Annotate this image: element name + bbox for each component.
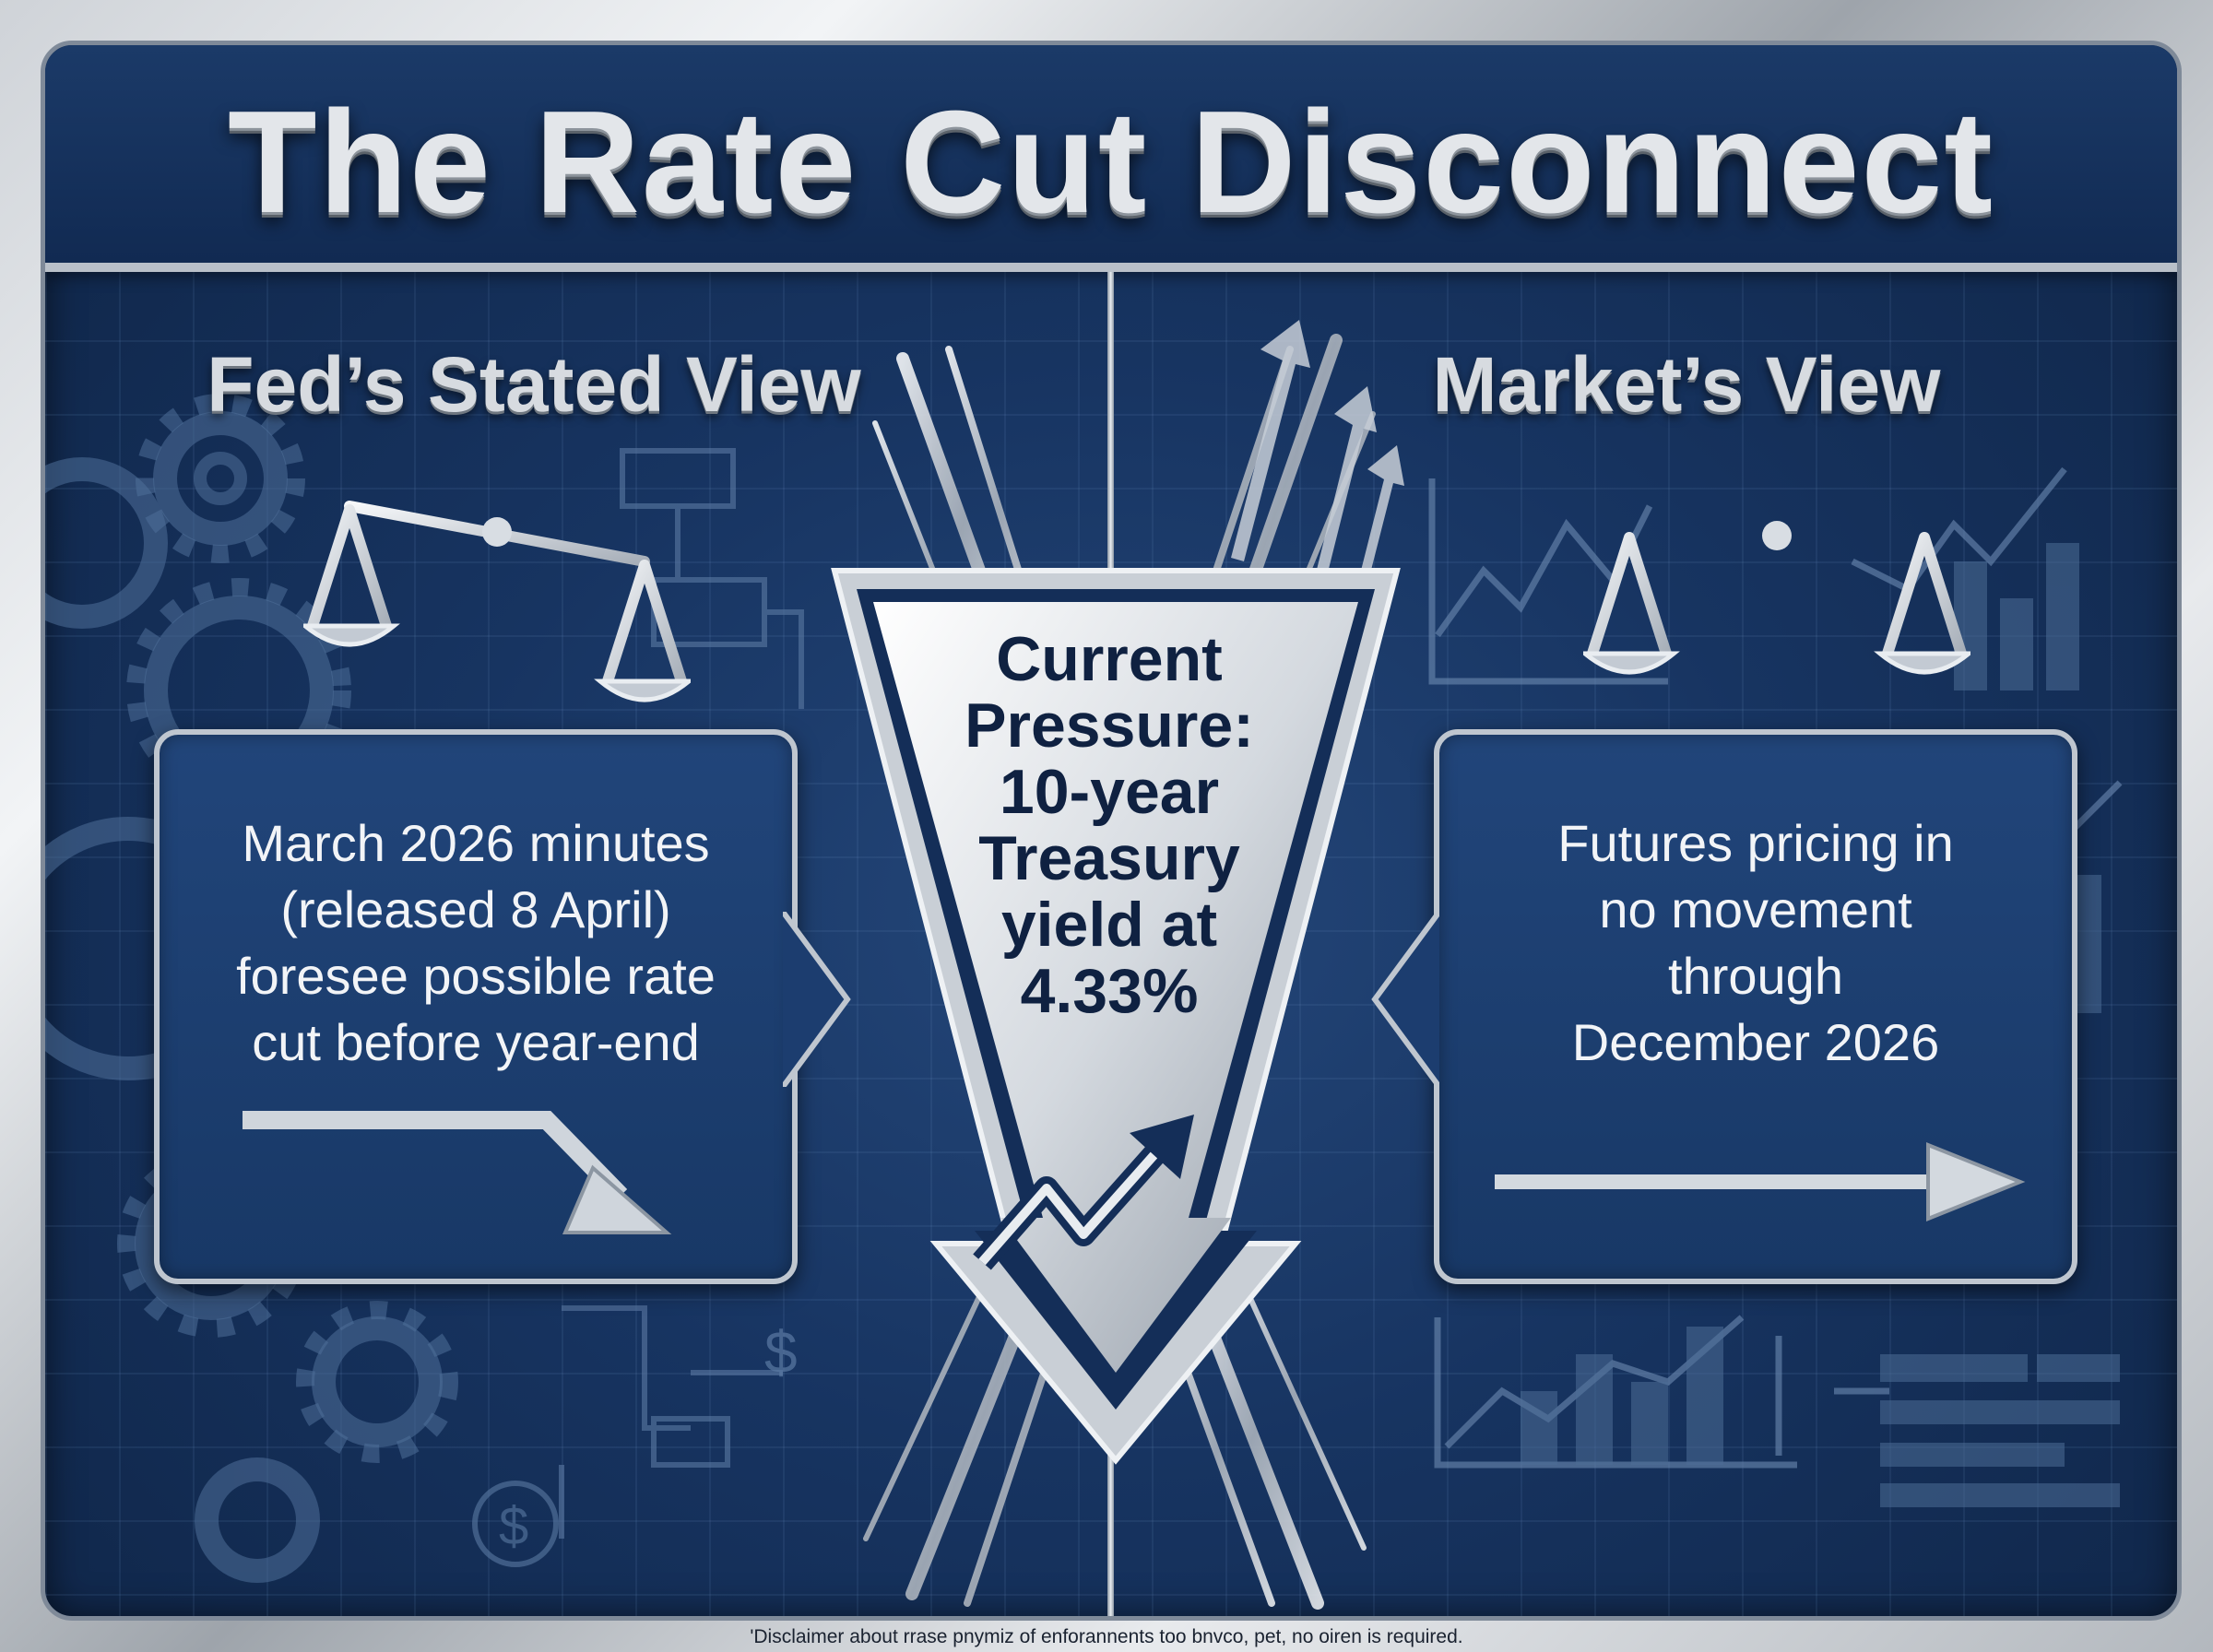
title-bar [45,45,2177,272]
infographic-panel: $ $ [41,41,2182,1621]
left-box-pointer [783,912,851,1087]
market-view-heading: Market’s View [1432,341,1941,428]
disclaimer-text: 'Disclaimer about rrase pnymiz of enfora… [750,1626,1463,1647]
fed-view-box: March 2026 minutes (released 8 April) fo… [154,729,798,1284]
arrow-right-icon [1495,1142,2026,1221]
fed-view-line: (released 8 April) [280,880,671,938]
pressure-line: Pressure: [964,690,1254,761]
market-view-line: December 2026 [1571,1013,1940,1071]
right-box-pointer [1371,912,1439,1087]
fed-view-line: foresee possible rate [236,947,716,1005]
market-view-text: Futures pricing in no movement through D… [1467,810,2044,1076]
fed-view-text: March 2026 minutes (released 8 April) fo… [187,810,764,1076]
market-view-line: Futures pricing in [1557,814,1954,872]
zigzag-up-arrow-icon [973,1115,1194,1270]
fed-view-line: cut before year-end [252,1013,700,1071]
pressure-line: Current [996,624,1223,694]
dollar-icon: $ [472,1481,559,1567]
svg-text:$: $ [499,1496,528,1556]
pressure-line: Treasury [978,823,1240,893]
market-view-box: Futures pricing in no movement through D… [1434,729,2077,1284]
flowchart-decor [559,448,804,1539]
background-decor: $ $ [45,320,2123,1610]
arrow-down-right-icon [243,1111,672,1234]
page-title: The Rate Cut Disconnect [228,81,1994,243]
pressure-arrow-shape [831,568,1401,1465]
balance-scale-tilted-icon [303,464,691,733]
pressure-line: yield at [1000,890,1218,960]
fed-view-line: March 2026 minutes [242,814,710,872]
pressure-callout: Current Pressure: 10-year Treasury yield… [897,626,1321,1024]
pressure-value: 4.33% [1020,956,1199,1026]
fed-view-heading: Fed’s Stated View [207,341,861,428]
dollar-icon: $ [764,1319,798,1386]
market-view-line: no movement [1599,880,1912,938]
balance-scale-level-icon [1583,464,1970,733]
bar-chart-decor [1521,543,2120,1507]
pressure-line: 10-year [999,757,1220,827]
market-view-line: through [1668,947,1843,1005]
